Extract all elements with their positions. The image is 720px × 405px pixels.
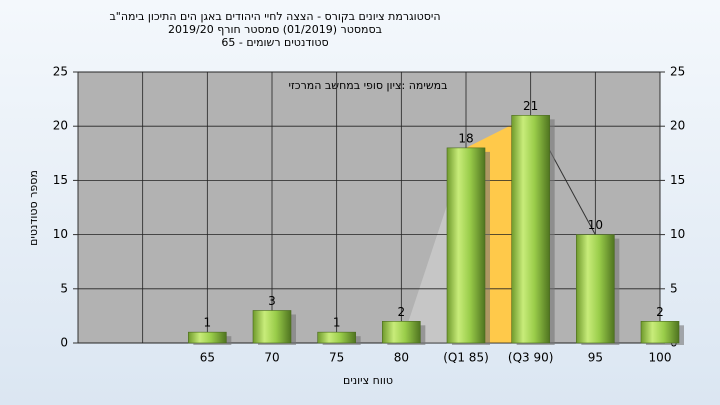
y2-tick-label: 20 xyxy=(670,119,685,133)
bar xyxy=(317,331,356,344)
x-tick-label: 100 xyxy=(649,351,672,365)
chart-subtitle: סטודנטים רשומים - 65 xyxy=(221,36,328,49)
plot-area xyxy=(77,71,661,344)
y-tick-label: 20 xyxy=(53,119,68,133)
y-tick-label: 0 xyxy=(60,336,68,350)
bar xyxy=(576,234,615,344)
bar xyxy=(511,115,550,344)
x-tick-label: (Q3 90) xyxy=(508,351,554,365)
x-tick-label: 65 xyxy=(200,351,215,365)
y-tick-label: 25 xyxy=(53,65,68,79)
annotation: במשימה :ציון סופי במחשב המרכזי xyxy=(288,79,447,92)
x-tick-label: 70 xyxy=(264,351,279,365)
y2-tick-label: 10 xyxy=(670,227,685,241)
bar xyxy=(252,310,292,344)
y2-tick-label: 25 xyxy=(670,65,685,79)
bar xyxy=(640,321,680,344)
y-tick-label: 10 xyxy=(53,227,68,241)
x-tick-label: 95 xyxy=(588,351,603,365)
data-label: 1 xyxy=(204,316,212,330)
data-label: 21 xyxy=(523,99,538,113)
data-label: 2 xyxy=(656,305,664,319)
data-label: 10 xyxy=(588,218,603,232)
y2-tick-label: 15 xyxy=(670,173,685,187)
y-tick-label: 15 xyxy=(53,173,68,187)
x-axis-label: טווח ציונים xyxy=(343,374,393,387)
y-tick-label: 5 xyxy=(60,281,68,295)
y2-tick-label: 5 xyxy=(670,281,678,295)
x-tick-label: 75 xyxy=(329,351,344,365)
data-label: 3 xyxy=(268,294,276,308)
bar xyxy=(382,321,421,344)
data-label: 18 xyxy=(458,131,473,145)
chart-subtitle: בסמסטר (01/2019) סמסטר חורף 2019/20 xyxy=(168,23,382,36)
data-label: 2 xyxy=(398,305,406,319)
x-tick-label: (Q1 85) xyxy=(443,351,489,365)
chart-title: היסטוגרמת ציונים בקורס - הצצה לחיי היהוד… xyxy=(109,10,440,23)
bar xyxy=(188,331,227,344)
data-label: 1 xyxy=(333,316,341,330)
y-axis-label: מספר סטודנטים xyxy=(27,170,40,246)
bar xyxy=(446,147,486,344)
x-tick-label: 80 xyxy=(394,351,409,365)
